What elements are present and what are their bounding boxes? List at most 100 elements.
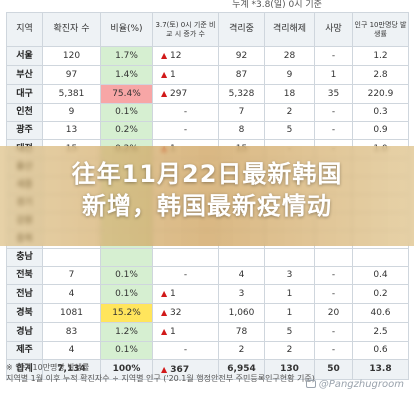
region-cell: 서울 <box>6 46 43 66</box>
change-cell <box>152 248 219 267</box>
change-cell: ▲ 1 <box>152 65 219 85</box>
confirmed-cell: 5,381 <box>42 84 101 104</box>
released-cell: 2 <box>264 341 315 360</box>
change-cell: ▲ 1 <box>152 284 219 304</box>
confirmed-cell: 13 <box>42 121 101 140</box>
incidence-cell: 2.5 <box>352 322 409 342</box>
col-deaths: 사망 <box>314 12 353 47</box>
isolated-cell: 8 <box>218 121 265 140</box>
change-cell: ▲ 12 <box>152 46 219 66</box>
table-row: 부산 97 1.4% ▲ 1 87 9 1 2.8 <box>6 65 409 85</box>
ratio-cell: 1.7% <box>100 46 153 66</box>
col-ratio: 비율(%) <box>100 12 153 47</box>
ratio-cell <box>100 248 153 267</box>
confirmed-cell: 1081 <box>42 303 101 323</box>
up-arrow-icon: ▲ <box>161 327 168 336</box>
isolated-cell: 92 <box>218 46 265 66</box>
ratio-cell: 75.4% <box>100 84 153 104</box>
region-cell: 인천 <box>6 103 43 122</box>
incidence-cell: 0.3 <box>352 103 409 122</box>
change-value: 32 <box>170 308 182 318</box>
col-region: 지역 <box>6 12 43 47</box>
footnote-line-1: ※ 인구 10만명당 발생률 <box>6 363 90 372</box>
ratio-cell: 0.1% <box>100 103 153 122</box>
confirmed-cell <box>42 248 101 267</box>
deaths-cell: - <box>314 46 353 66</box>
total-change-cell: ▲ 367 <box>152 359 219 380</box>
table-row: 광주 13 0.2% -8 5-0.9 <box>6 121 409 140</box>
table-row: 서울 120 1.7% ▲ 12 92 28-1.2 <box>6 46 409 66</box>
change-value: 1 <box>170 70 176 80</box>
deaths-cell <box>314 248 353 267</box>
released-cell: 5 <box>264 121 315 140</box>
deaths-cell: 35 <box>314 84 353 104</box>
total-deaths: 50 <box>314 359 353 380</box>
deaths-cell: - <box>314 284 353 304</box>
header-row: 지역 확진자 수 비율(%) 3.7(토) 0시 기준 비교 시 증가 수 격리… <box>6 12 409 47</box>
table-row: 충남 <box>6 248 409 267</box>
change-cell: - <box>152 121 219 140</box>
released-cell: 2 <box>264 103 315 122</box>
change-cell: ▲ 32 <box>152 303 219 323</box>
total-isolated: 6,954 <box>218 359 265 380</box>
watermark: @Pangzhugroom <box>305 379 404 390</box>
isolated-cell: 3 <box>218 284 265 304</box>
change-cell: - <box>152 341 219 360</box>
top-note: 누계 *3.8(일) 0시 기준 <box>232 0 322 10</box>
up-arrow-icon: ▲ <box>161 308 168 317</box>
isolated-cell: 2 <box>218 341 265 360</box>
table-row: 경남 83 1.2% ▲ 1 78 5-2.5 <box>6 322 409 342</box>
isolated-cell: 5,328 <box>218 84 265 104</box>
up-arrow-icon: ▲ <box>161 364 168 374</box>
ratio-cell: 0.2% <box>100 121 153 140</box>
region-cell: 전남 <box>6 284 43 304</box>
region-cell: 전북 <box>6 266 43 285</box>
col-isolated: 격리중 <box>218 12 265 47</box>
isolated-cell: 1,060 <box>218 303 265 323</box>
isolated-cell: 7 <box>218 103 265 122</box>
isolated-cell <box>218 248 265 267</box>
deaths-cell: - <box>314 121 353 140</box>
table-row: 대구 5,381 75.4% ▲ 297 5,328 18 35 220.9 <box>6 84 409 104</box>
headline: 往年11月22日最新韩国 新增，韩国最新疫情动 <box>0 158 414 222</box>
isolated-cell: 78 <box>218 322 265 342</box>
up-arrow-icon: ▲ <box>161 51 168 60</box>
incidence-cell: 40.6 <box>352 303 409 323</box>
table-row: 인천 9 0.1% -7 2-0.3 <box>6 103 409 122</box>
total-incidence: 13.8 <box>352 359 409 380</box>
region-cell: 충남 <box>6 248 43 267</box>
ratio-cell: 1.4% <box>100 65 153 85</box>
total-ratio: 100% <box>100 359 153 380</box>
incidence-cell: 0.2 <box>352 284 409 304</box>
incidence-cell: 0.4 <box>352 266 409 285</box>
incidence-cell <box>352 248 409 267</box>
col-released: 격리해제 <box>264 12 315 47</box>
deaths-cell: - <box>314 341 353 360</box>
change-cell: ▲ 1 <box>152 322 219 342</box>
col-incidence: 인구 10만명당 발생률 <box>352 12 409 47</box>
watermark-text: @Pangzhugroom <box>318 379 404 390</box>
headline-line-2: 新增，韩国最新疫情动 <box>82 192 332 220</box>
change-value: 1 <box>170 289 176 299</box>
region-cell: 경남 <box>6 322 43 342</box>
released-cell: 9 <box>264 65 315 85</box>
up-arrow-icon: ▲ <box>161 70 168 79</box>
released-cell <box>264 248 315 267</box>
incidence-cell: 220.9 <box>352 84 409 104</box>
confirmed-cell: 4 <box>42 341 101 360</box>
ratio-cell: 0.1% <box>100 341 153 360</box>
region-cell: 경북 <box>6 303 43 323</box>
confirmed-cell: 97 <box>42 65 101 85</box>
deaths-cell: - <box>314 266 353 285</box>
col-change: 3.7(토) 0시 기준 비교 시 증가 수 <box>152 12 219 47</box>
footnote-line-2: 지역별 1월 이후 누적 확진자수 ÷ 지역별 인구 ('20.1월 행정안전부… <box>6 374 315 383</box>
confirmed-cell: 120 <box>42 46 101 66</box>
change-cell: ▲ 297 <box>152 84 219 104</box>
region-cell: 광주 <box>6 121 43 140</box>
camera-icon <box>305 380 316 388</box>
table-row: 전남 4 0.1% ▲ 1 3 1-0.2 <box>6 284 409 304</box>
change-cell: - <box>152 266 219 285</box>
isolated-cell: 87 <box>218 65 265 85</box>
change-cell: - <box>152 103 219 122</box>
ratio-cell: 15.2% <box>100 303 153 323</box>
